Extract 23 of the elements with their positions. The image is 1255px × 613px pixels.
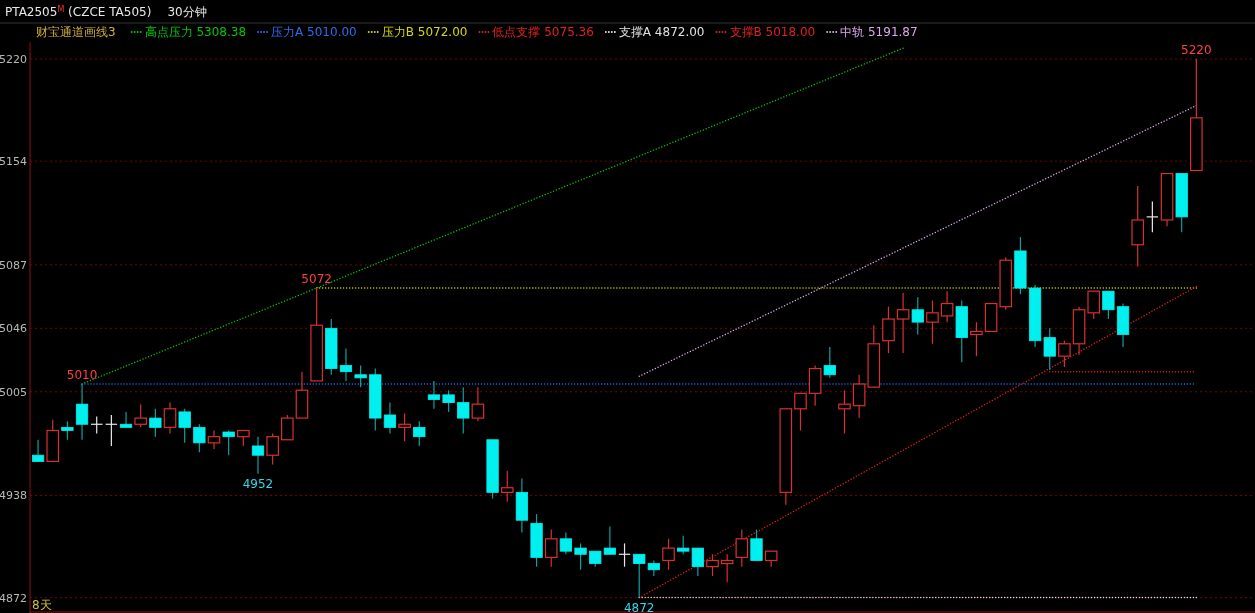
legend-label: 支撑B 5018.00	[729, 25, 816, 39]
y-tick-label: 5154	[0, 155, 27, 169]
annotation: 5220	[1181, 43, 1212, 58]
y-tick-label: 5220	[0, 53, 27, 67]
annotation: 4872	[623, 600, 655, 613]
annotation: 8天	[32, 598, 52, 612]
legend-title: 财宝通道画线3	[36, 25, 116, 39]
y-tick-label: 4938	[0, 489, 27, 503]
y-tick-label: 5046	[0, 322, 27, 336]
chart-title: PTA2505$^{M}$ (CZCE TA505)	[5, 4, 152, 19]
legend-label: 支撑A 4872.00	[618, 25, 705, 39]
legend-label: 低点支撑 5075.36	[492, 25, 594, 39]
chart-subtitle: 30分钟	[167, 5, 207, 19]
legend-label: 压力B 5072.00	[381, 25, 468, 39]
annotation: 5072	[301, 272, 332, 287]
y-tick-label: 5087	[0, 258, 27, 272]
annotation: 4952	[242, 476, 274, 491]
legend-label: 高点压力 5308.38	[144, 25, 247, 39]
y-tick-label: 5005	[0, 385, 27, 399]
annotation: 5010	[66, 368, 98, 383]
y-tick-label: 4872	[0, 591, 27, 605]
legend-label: 压力A 5010.00	[271, 25, 357, 39]
legend-label: 中轨 5191.87	[840, 25, 918, 39]
